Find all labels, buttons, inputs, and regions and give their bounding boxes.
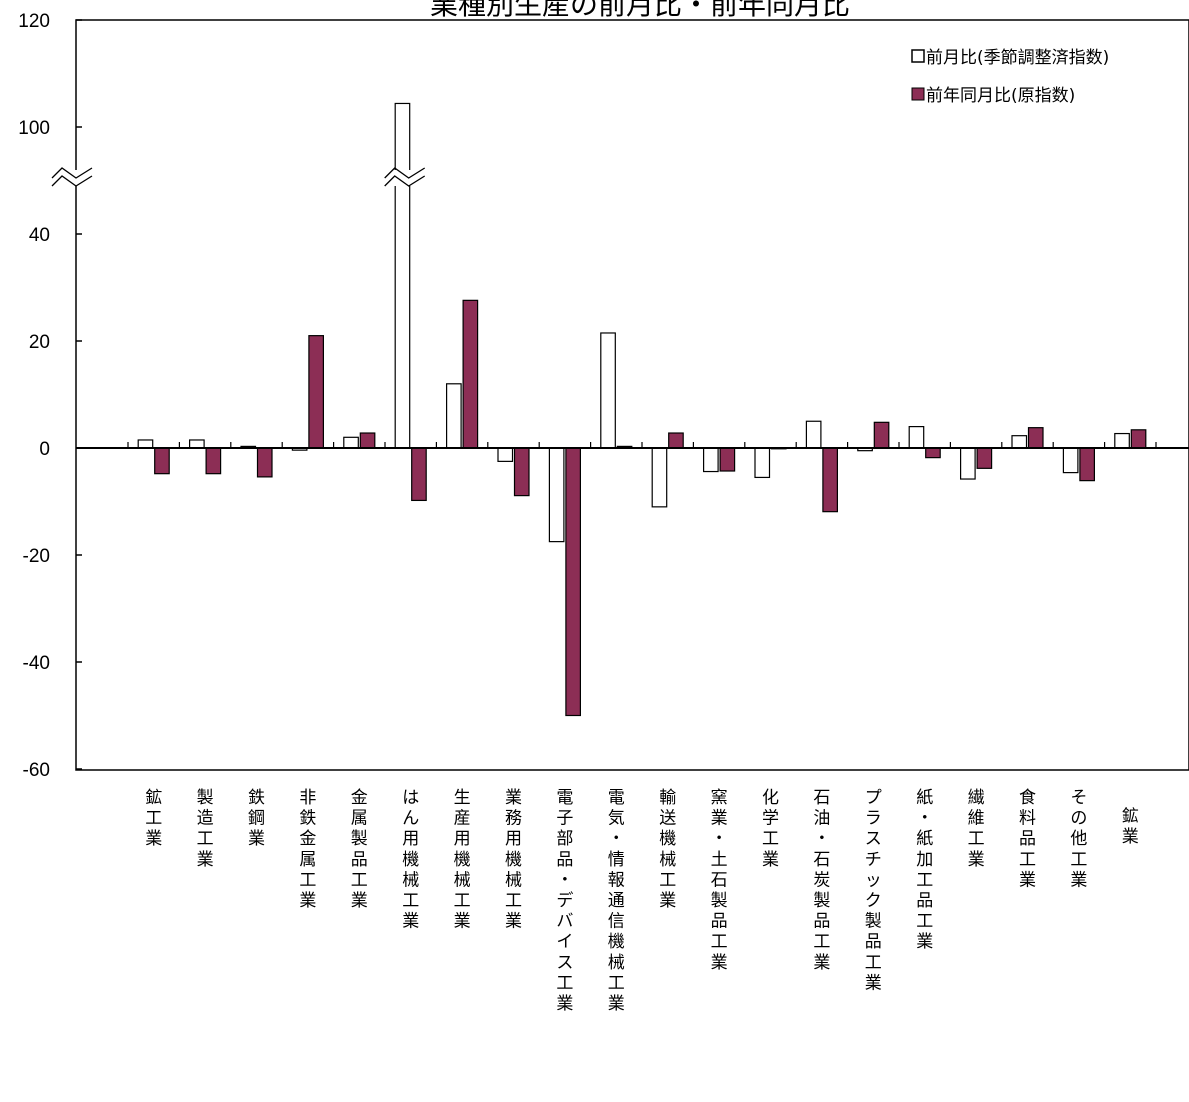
category-label: 窯業・土石製品工業 [711,788,728,973]
category-label: その他工業 [1070,788,1087,890]
category-labels: 鉱工業 製造工業 鉄鋼業 非鉄金属工業 金属製品工業 はん用機械工業 生産用機械工業 業務用機… [145,788,1139,1014]
bar-mom [754,447,771,479]
bar-mom [343,436,359,449]
bar-yoy [308,335,324,449]
category-label: 製造工業 [197,788,214,870]
bar-yoy [462,299,479,449]
y-tick-labels: 120 100 40 20 0 -20 -40 -60 [18,11,82,781]
legend-label-mom: 前月比(季節調整済指数) [926,48,1109,68]
chart-title: 業種別生産の前月比・前年同月比 [430,0,850,21]
bar-mom [1114,432,1130,449]
bar-mom [497,447,514,462]
bars-group [137,102,1147,717]
bar-yoy [668,432,684,449]
bar-mom [908,426,925,449]
y-tick-label: -40 [23,653,50,674]
legend-swatch-mom [911,49,925,63]
bar-mom [702,447,719,473]
bar-mom [600,332,616,449]
y-tick-label: -60 [23,760,50,781]
bar-mom [959,447,976,480]
bar-mom [446,383,462,449]
bar-mom [394,102,411,449]
bar-mom [1062,447,1079,474]
bar-yoy [154,447,170,475]
bar-yoy [513,447,530,497]
bar-yoy [1079,447,1096,482]
y-tick-label: 0 [39,439,50,460]
y-tick-label: 20 [29,332,50,353]
bar-yoy [256,447,273,478]
bar-break [384,167,426,187]
category-label: 鉄鋼業 [248,788,265,849]
category-label: 繊維工業 [968,788,985,870]
category-label: 輸送機械工業 [659,788,676,911]
legend: 前月比(季節調整済指数) 前年同月比(原指数) [911,48,1109,106]
bar-yoy [565,447,582,717]
y-tick-label: 40 [29,225,50,246]
category-label: 金属製品工業 [351,788,368,911]
bar-yoy [411,447,427,502]
category-label: 化学工業 [762,788,779,870]
legend-label-yoy: 前年同月比(原指数) [926,86,1075,106]
bar-mom [189,439,205,449]
y-tick-label: -20 [23,546,50,567]
bar-mom [548,447,565,543]
y-tick-label: 120 [18,11,50,32]
bar-yoy [925,447,941,459]
y-tick-label: 100 [18,118,50,139]
category-label: はん用機械工業 [402,788,419,932]
bar-mom [805,420,822,449]
bar-yoy [359,432,376,449]
category-label: 生産用機械工業 [454,788,471,932]
y-axis-break [51,167,93,187]
legend-swatch-yoy [911,87,925,101]
bar-yoy [205,447,222,475]
bar-mom [137,439,154,449]
category-label: 電子部品・デバイス工業 [556,788,573,1014]
bar-yoy [873,421,890,449]
category-label: 電気・情報通信機械工業 [608,788,625,1014]
category-label: 鉱工業 [145,788,162,849]
category-label: 業務用機械工業 [505,788,522,932]
bar-yoy [1027,427,1044,449]
category-label: 鉱業 [1122,807,1139,848]
category-label: 石油・石炭製品工業 [813,788,830,973]
axis-group [51,167,1189,449]
bar-yoy [976,447,993,469]
category-label: 非鉄金属工業 [299,788,316,911]
category-label: 食料品工業 [1019,788,1036,890]
bar-yoy [719,447,736,472]
category-label: プラスチック製品工業 [865,788,882,993]
bar-yoy [1130,429,1147,449]
plot-area [75,19,1189,771]
bar-yoy [822,447,839,513]
category-label: 紙・紙加工品工業 [916,788,933,952]
bar-mom [651,447,668,508]
bar-mom [1011,435,1028,449]
